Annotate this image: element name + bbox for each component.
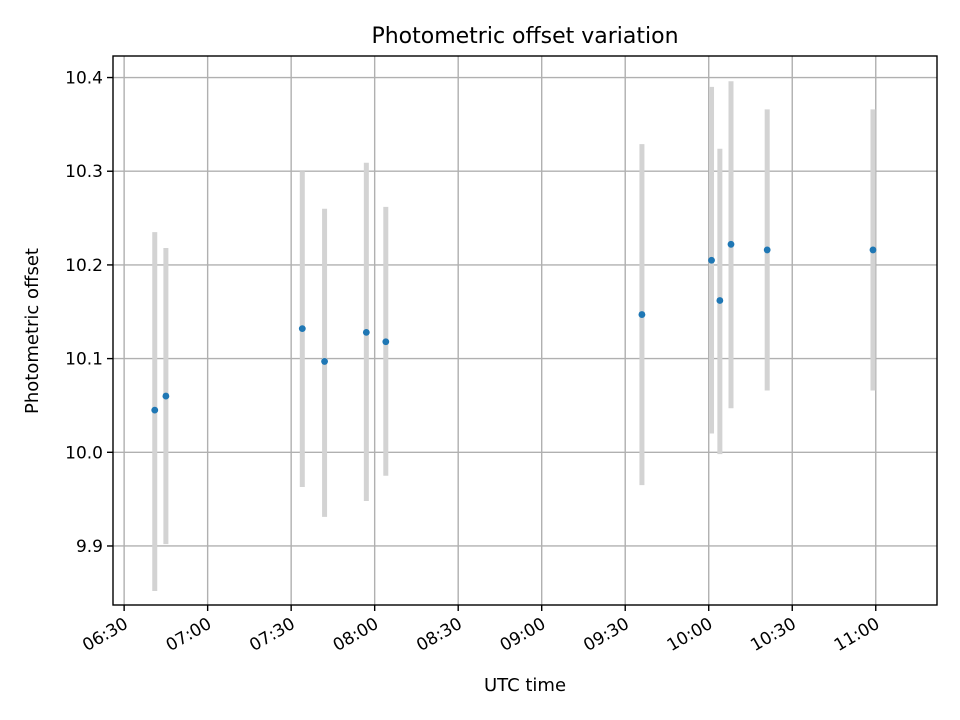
data-point bbox=[638, 311, 646, 318]
data-point bbox=[708, 256, 715, 264]
y-tick-label: 10.3 bbox=[65, 162, 103, 182]
y-tick-label: 10.0 bbox=[65, 443, 103, 463]
x-axis-label: UTC time bbox=[484, 675, 566, 696]
data-point bbox=[382, 338, 390, 346]
chart-title: Photometric offset variation bbox=[371, 24, 678, 49]
y-tick-label: 10.1 bbox=[65, 350, 103, 370]
data-point bbox=[362, 328, 370, 336]
data-point bbox=[298, 325, 306, 333]
data-point bbox=[162, 392, 170, 400]
y-tick-label: 10.2 bbox=[65, 256, 103, 276]
data-point bbox=[151, 406, 159, 414]
data-point bbox=[321, 358, 328, 365]
data-point bbox=[869, 246, 877, 254]
data-point bbox=[716, 297, 724, 304]
axes-frame bbox=[112, 55, 938, 606]
y-tick-label: 10.4 bbox=[65, 69, 103, 89]
y-axis-label: Photometric offset bbox=[22, 248, 43, 414]
data-point bbox=[727, 240, 735, 248]
y-tick-label: 9.9 bbox=[76, 537, 103, 557]
data-point bbox=[763, 246, 771, 254]
